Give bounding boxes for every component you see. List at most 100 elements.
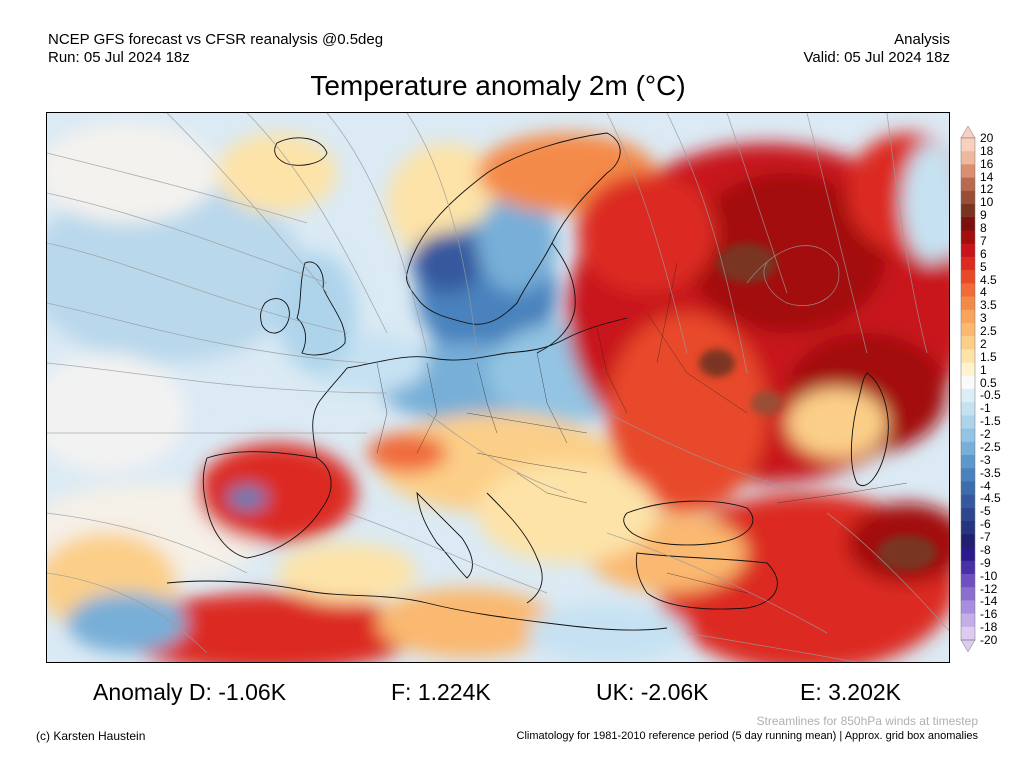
colorbar-tick-label: 2 [980,336,987,351]
colorbar-tick-label: -6 [980,517,991,532]
colorbar-tick-label: -4.5 [980,491,1001,506]
colorbar-swatch [961,336,975,350]
copyright: (c) Karsten Haustein [36,729,146,743]
colorbar-swatch [961,468,975,482]
analysis-label: Analysis [894,31,950,48]
colorbar-swatch [961,256,975,271]
colorbar-swatch [961,217,975,231]
colorbar-tick-label: 3.5 [980,298,997,313]
colorbar-outline [960,137,976,641]
colorbar-swatch [961,547,975,562]
wind-streamlines [47,113,949,662]
extreme-heat-spots [699,243,937,571]
colorbar-tick-label: -8 [980,542,991,557]
coastlines [166,132,889,631]
colorbar-swatch [961,322,975,337]
anomaly-uk: UK: -2.06K [596,679,709,705]
colorbar-tick-label: -9 [980,555,991,570]
colorbar-swatch [961,164,975,179]
colorbar-swatch [961,362,975,377]
colorbar-swatch [961,613,975,628]
colorbar-tick-label: 4.5 [980,272,997,287]
colorbar-tick-label: -0.5 [980,388,1001,403]
colorbar-tick-label: -12 [980,581,998,596]
colorbar-swatch [961,534,975,549]
colorbar-tick-label: -5 [980,504,991,519]
colorbar-swatch [961,415,975,430]
colorbar-swatch [961,560,975,575]
colorbar-swatch [961,177,975,192]
colorbar-swatch [961,441,975,456]
colorbar-swatch [961,507,975,522]
country-borders [376,262,908,594]
colorbar-swatch [961,521,975,535]
colorbar-tick-label: -18 [980,620,998,635]
model-title: NCEP GFS forecast vs CFSR reanalysis @0.… [48,31,384,48]
colorbar-tick-label: 6 [980,246,987,261]
colorbar-swatch [961,296,975,311]
colorbar-swatch [961,230,975,245]
anomaly-field [47,123,949,662]
anomaly-map [46,112,950,663]
run-time: Run: 05 Jul 2024 18z [48,49,190,66]
colorbar-swatch [961,375,975,390]
colorbar-tick-label: 0.5 [980,375,997,390]
anomaly-map-canvas [47,113,949,662]
colorbar-scale [960,126,976,652]
colorbar-tick-label: 20 [980,131,994,145]
colorbar-swatch [961,587,975,601]
colorbar-tick-label: -2.5 [980,439,1001,454]
colorbar-top-arrow [960,126,976,139]
colorbar-swatch [961,190,975,205]
colorbar-swatch [961,270,975,284]
colorbar-tick-label: -2 [980,427,991,442]
colorbar-tick-label: 3 [980,311,987,326]
colorbar-swatch [961,243,975,258]
colorbar-tick-label: 5 [980,259,987,274]
colorbar-tick-label: 18 [980,143,994,158]
colorbar-swatch [961,402,975,416]
valid-time: Valid: 05 Jul 2024 18z [803,49,951,66]
colorbar-swatch [961,389,975,403]
colorbar-swatch [961,494,975,509]
colorbar-tick-label: -10 [980,568,998,583]
anomaly-germany: Anomaly D: -1.06K [93,679,287,705]
colorbar-swatch [961,151,975,165]
colorbar-swatch [961,309,975,324]
climatology-note: Climatology for 1981-2010 reference peri… [516,730,978,742]
streamlines-note: Streamlines for 850hPa winds at timestep [756,714,978,728]
colorbar-tick-label: 8 [980,221,987,236]
colorbar-tick-label: -20 [980,633,998,647]
colorbar-tick-label: 12 [980,182,994,197]
colorbar-tick-label: 1.5 [980,349,997,364]
colorbar-swatch [961,626,975,641]
colorbar-swatch [961,455,975,469]
colorbar-swatch [961,138,975,152]
colorbar-tick-label: -1.5 [980,414,1001,429]
colorbar-swatch [961,283,975,298]
colorbar-tick-label: 9 [980,208,987,223]
colorbar-swatch [961,481,975,496]
colorbar-swatch [961,600,975,615]
colorbar-tick-label: 1 [980,362,987,377]
map-title: Temperature anomaly 2m (°C) [310,70,686,101]
colorbar: 20 18 16 14 12 10 9 8 7 6 5 4.5 4 3.5 3 2.5 2 1.5 1 0.5 -0.5… [958,126,1018,652]
anomaly-europe: E: 3.202K [800,679,902,705]
colorbar-tick-label: 7 [980,233,987,248]
colorbar-swatch [961,204,975,218]
colorbar-tick-label: -1 [980,401,991,416]
colorbar-swatch [961,428,975,443]
colorbar-swatch [961,573,975,588]
colorbar-tick-label: -3 [980,452,991,467]
colorbar-tick-label: -4 [980,478,991,493]
colorbar-tick-label: -7 [980,530,991,545]
colorbar-tick-label: 14 [980,169,994,184]
colorbar-tick-label: 16 [980,156,994,171]
colorbar-tick-label: 2.5 [980,324,997,339]
anomaly-france: F: 1.224K [391,679,491,705]
colorbar-swatch [961,349,975,364]
colorbar-tick-label: -16 [980,607,998,622]
colorbar-tick-label: -14 [980,594,998,609]
colorbar-tick-label: 10 [980,195,994,210]
colorbar-tick-label: 4 [980,285,987,300]
